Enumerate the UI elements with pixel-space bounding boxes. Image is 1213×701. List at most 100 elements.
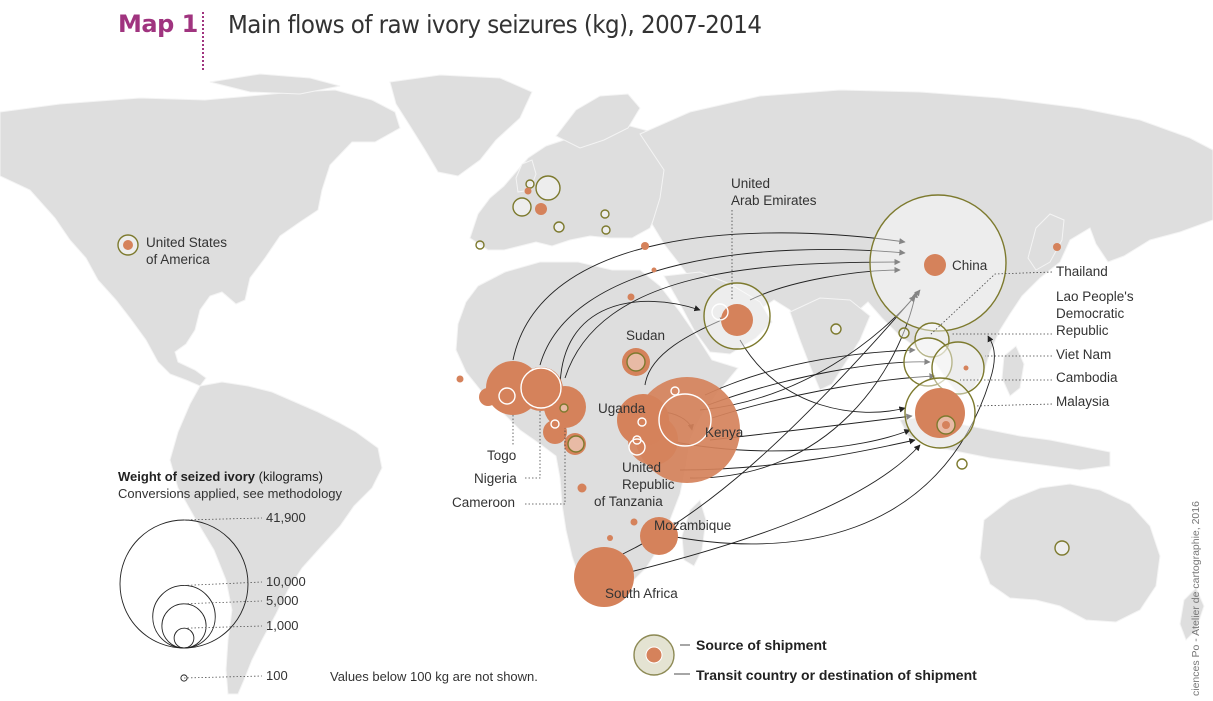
symbol-legend: Source of shipment Transit country or de… — [633, 634, 977, 683]
legend-leader-1000 — [183, 625, 263, 629]
flow-cameroon-uae — [559, 300, 701, 391]
source-uganda — [617, 394, 669, 446]
ring-congo-inner — [567, 435, 585, 453]
source-china — [924, 254, 946, 276]
leader-lines — [512, 210, 1053, 505]
flow-kenya-cambodia — [711, 373, 936, 419]
transit-belgium — [512, 197, 532, 217]
ring-gabon-inner — [550, 419, 560, 429]
label-south-africa: South Africa — [605, 586, 678, 601]
label-tanzania-line1: United — [622, 460, 661, 475]
transit-portugal — [475, 240, 485, 250]
map-number-label: Map 1 — [118, 10, 198, 38]
legend-transit-label: Transit country or destination of shipme… — [696, 667, 977, 683]
ring-cameroon-inner — [559, 403, 569, 413]
land-new-zealand — [1179, 587, 1205, 641]
transit-indonesia — [956, 458, 968, 470]
legend-circle-1000 — [173, 627, 195, 649]
legend-leader-10000 — [183, 581, 263, 586]
source-turkey — [641, 242, 649, 250]
label-tanzania-line2: Republic — [622, 477, 675, 492]
label-mozambique: Mozambique — [654, 518, 731, 533]
label-cameroon: Cameroon — [452, 495, 515, 510]
land-japan — [1027, 213, 1065, 271]
legend-value-5000: 5,000 — [266, 593, 299, 608]
source-zambia — [630, 518, 638, 526]
label-togo: Togo — [487, 448, 516, 463]
legend-leader-100 — [183, 675, 263, 679]
ring-malaysia-core — [942, 421, 950, 429]
legend-leader-5000 — [183, 600, 263, 605]
land-india — [789, 297, 871, 391]
label-vietnam: Viet Nam — [1056, 347, 1111, 362]
source-ghana — [479, 388, 497, 406]
land-philippines — [1001, 345, 1025, 397]
flow-togo-china — [512, 232, 906, 361]
source-vietnam-inner — [963, 365, 969, 371]
ring-uganda-inner — [637, 417, 647, 427]
leader-malaysia — [974, 403, 1053, 407]
land-australia — [979, 483, 1161, 623]
transit-australia — [1054, 540, 1070, 556]
ring-nigeria-inner — [520, 367, 562, 409]
legend-value-41900: 41,900 — [266, 510, 306, 525]
label-lao-line1: Lao People's — [1056, 289, 1134, 304]
legend-value-10000: 10,000 — [266, 574, 306, 589]
source-uae — [721, 304, 753, 336]
label-tanzania-line3: of Tanzania — [594, 494, 663, 509]
source-zimbabwe — [607, 535, 613, 541]
flow-kenya-malaysia — [709, 413, 913, 441]
legend-leader-41900 — [183, 517, 263, 521]
flow-south-africa-malaysia — [617, 444, 921, 576]
legend-note: Values below 100 kg are not shown. — [330, 669, 538, 684]
legend-title: Weight of seized ivory (kilograms) — [118, 469, 323, 484]
source-south-africa — [574, 547, 634, 607]
source-circles — [123, 187, 1061, 607]
source-sudan — [622, 348, 650, 376]
ring-togo-inner — [498, 387, 516, 405]
label-usa-line2: of America — [146, 252, 210, 267]
land-north-america — [0, 89, 401, 387]
label-sudan: Sudan — [626, 328, 665, 343]
label-usa-line1: United States — [146, 235, 227, 250]
transit-cambodia — [931, 341, 985, 395]
land-madagascar — [681, 499, 707, 567]
label-lao-line3: Republic — [1056, 323, 1109, 338]
legend-circle-100 — [180, 674, 188, 682]
credit-line: ciences Po - Atelier de cartographie, 20… — [1190, 501, 1202, 696]
land-scandinavia — [555, 93, 641, 149]
flow-cameroon-china — [564, 258, 901, 379]
source-malaysia — [915, 388, 965, 438]
legend-value-100: 100 — [266, 668, 288, 683]
legend-source-label: Source of shipment — [696, 637, 827, 653]
legend-circle-10000 — [152, 585, 216, 649]
flow-kenya-uae — [644, 317, 727, 386]
transit-switzerland — [553, 221, 565, 233]
ring-uae-inner — [711, 303, 729, 321]
flow-mozambique-malaysia — [664, 335, 995, 545]
ring-tanzania-small — [632, 435, 642, 445]
leader-thailand — [929, 271, 1053, 336]
land-uk — [515, 159, 537, 193]
land-south-america — [169, 381, 383, 695]
land-arctic-islands — [209, 73, 341, 95]
label-nigeria: Nigeria — [474, 471, 517, 486]
transit-france-2 — [525, 179, 535, 189]
flow-kenya-vietnam-2 — [707, 358, 931, 406]
ring-tanzania-inner — [628, 438, 646, 456]
label-kenya: Kenya — [705, 425, 744, 440]
label-china: China — [952, 258, 988, 273]
source-mozambique — [640, 517, 678, 555]
transit-uk — [535, 175, 561, 201]
land-europe — [469, 125, 665, 251]
legend-subtitle: Conversions applied, see methodology — [118, 486, 343, 501]
ring-kenya-small — [670, 386, 680, 396]
label-uae-line2: Arab Emirates — [731, 193, 817, 208]
transit-india-east — [898, 327, 910, 339]
label-malaysia: Malaysia — [1056, 394, 1110, 409]
size-legend: Weight of seized ivory (kilograms) Conve… — [118, 469, 538, 684]
legend-source-symbol — [645, 646, 663, 664]
source-gabon — [543, 420, 567, 444]
legend-circles: 41,900 10,000 5,000 1,000 100 — [119, 510, 306, 683]
